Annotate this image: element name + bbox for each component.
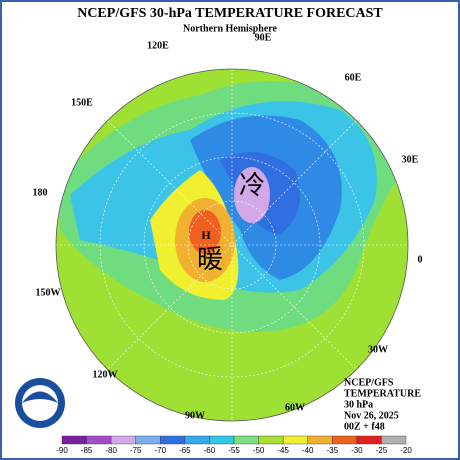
colorbar-cell <box>110 435 136 445</box>
colorbar-label: -90 <box>56 446 68 455</box>
colorbar-cell <box>160 435 186 445</box>
colorbar-label: -80 <box>105 446 117 455</box>
zone-lavender <box>234 167 270 223</box>
subtitle: Northern Hemisphere <box>183 23 278 34</box>
info-line: 30 hPa <box>344 399 373 410</box>
longitude-label: 60W <box>285 402 305 413</box>
longitude-label: 0 <box>418 254 423 265</box>
colorbar-label: -30 <box>351 446 363 455</box>
map <box>56 69 408 421</box>
info-line: TEMPERATURE <box>344 388 421 399</box>
colorbar-cell <box>233 435 259 445</box>
info-line: Nov 26, 2025 <box>344 410 399 421</box>
colorbar-cell <box>381 435 407 445</box>
colorbar-label: -70 <box>155 446 167 455</box>
colorbar-label: -35 <box>327 446 339 455</box>
info-line: NCEP/GFS <box>344 377 394 388</box>
longitude-label: 150E <box>71 97 93 108</box>
logo-inner <box>22 385 58 421</box>
colorbar-cell <box>135 435 161 445</box>
longitude-label: 30E <box>402 154 419 165</box>
longitude-label: 60E <box>345 72 362 83</box>
zone-red <box>189 210 221 254</box>
logo-bird <box>22 391 58 403</box>
cold-label: 冷 <box>239 171 265 200</box>
longitude-label: 90E <box>255 32 272 43</box>
colorbar-label: -60 <box>204 446 216 455</box>
longitude-label: 120W <box>93 369 118 380</box>
colorbar-cell <box>61 435 87 445</box>
colorbar-label: -75 <box>130 446 142 455</box>
colorbar-cell <box>86 435 112 445</box>
colorbar-cell <box>258 435 284 445</box>
longitude-label: 150W <box>36 287 61 298</box>
colorbar-cell <box>356 435 382 445</box>
warm-label: 暖 <box>197 245 223 274</box>
colorbar-cell <box>332 435 358 445</box>
noaa-logo <box>15 378 65 428</box>
graticule <box>56 69 408 421</box>
high-label: H <box>201 228 211 242</box>
colorbar-cell <box>282 435 308 445</box>
colorbar-label: -50 <box>253 446 265 455</box>
longitude-label: 180 <box>33 187 48 198</box>
colorbar-label: -55 <box>228 446 240 455</box>
longitude-label: 120E <box>147 40 169 51</box>
colorbar-cell <box>184 435 210 445</box>
colorbar-cell <box>209 435 235 445</box>
colorbar-label: -45 <box>277 446 289 455</box>
title: NCEP/GFS 30-hPa TEMPERATURE FORECAST <box>77 6 383 21</box>
longitude-label: 90W <box>185 410 205 421</box>
colorbar-label: -65 <box>179 446 191 455</box>
colorbar-label: -25 <box>376 446 388 455</box>
colorbar-label: -20 <box>400 446 412 455</box>
colorbar-label: -85 <box>81 446 93 455</box>
colorbar-label: -40 <box>302 446 314 455</box>
map-border <box>55 68 409 422</box>
longitude-label: 30W <box>368 344 388 355</box>
colorbar-cell <box>307 435 333 445</box>
info-line: 00Z + f48 <box>344 421 385 432</box>
